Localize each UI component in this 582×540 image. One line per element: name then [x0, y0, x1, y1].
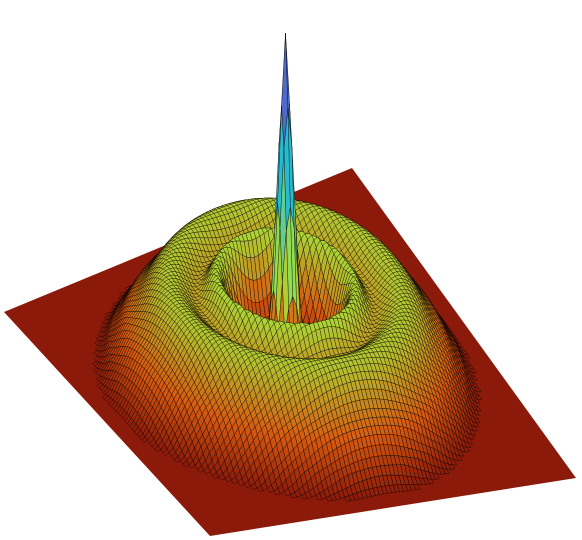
surface-mesh: [92, 33, 483, 502]
